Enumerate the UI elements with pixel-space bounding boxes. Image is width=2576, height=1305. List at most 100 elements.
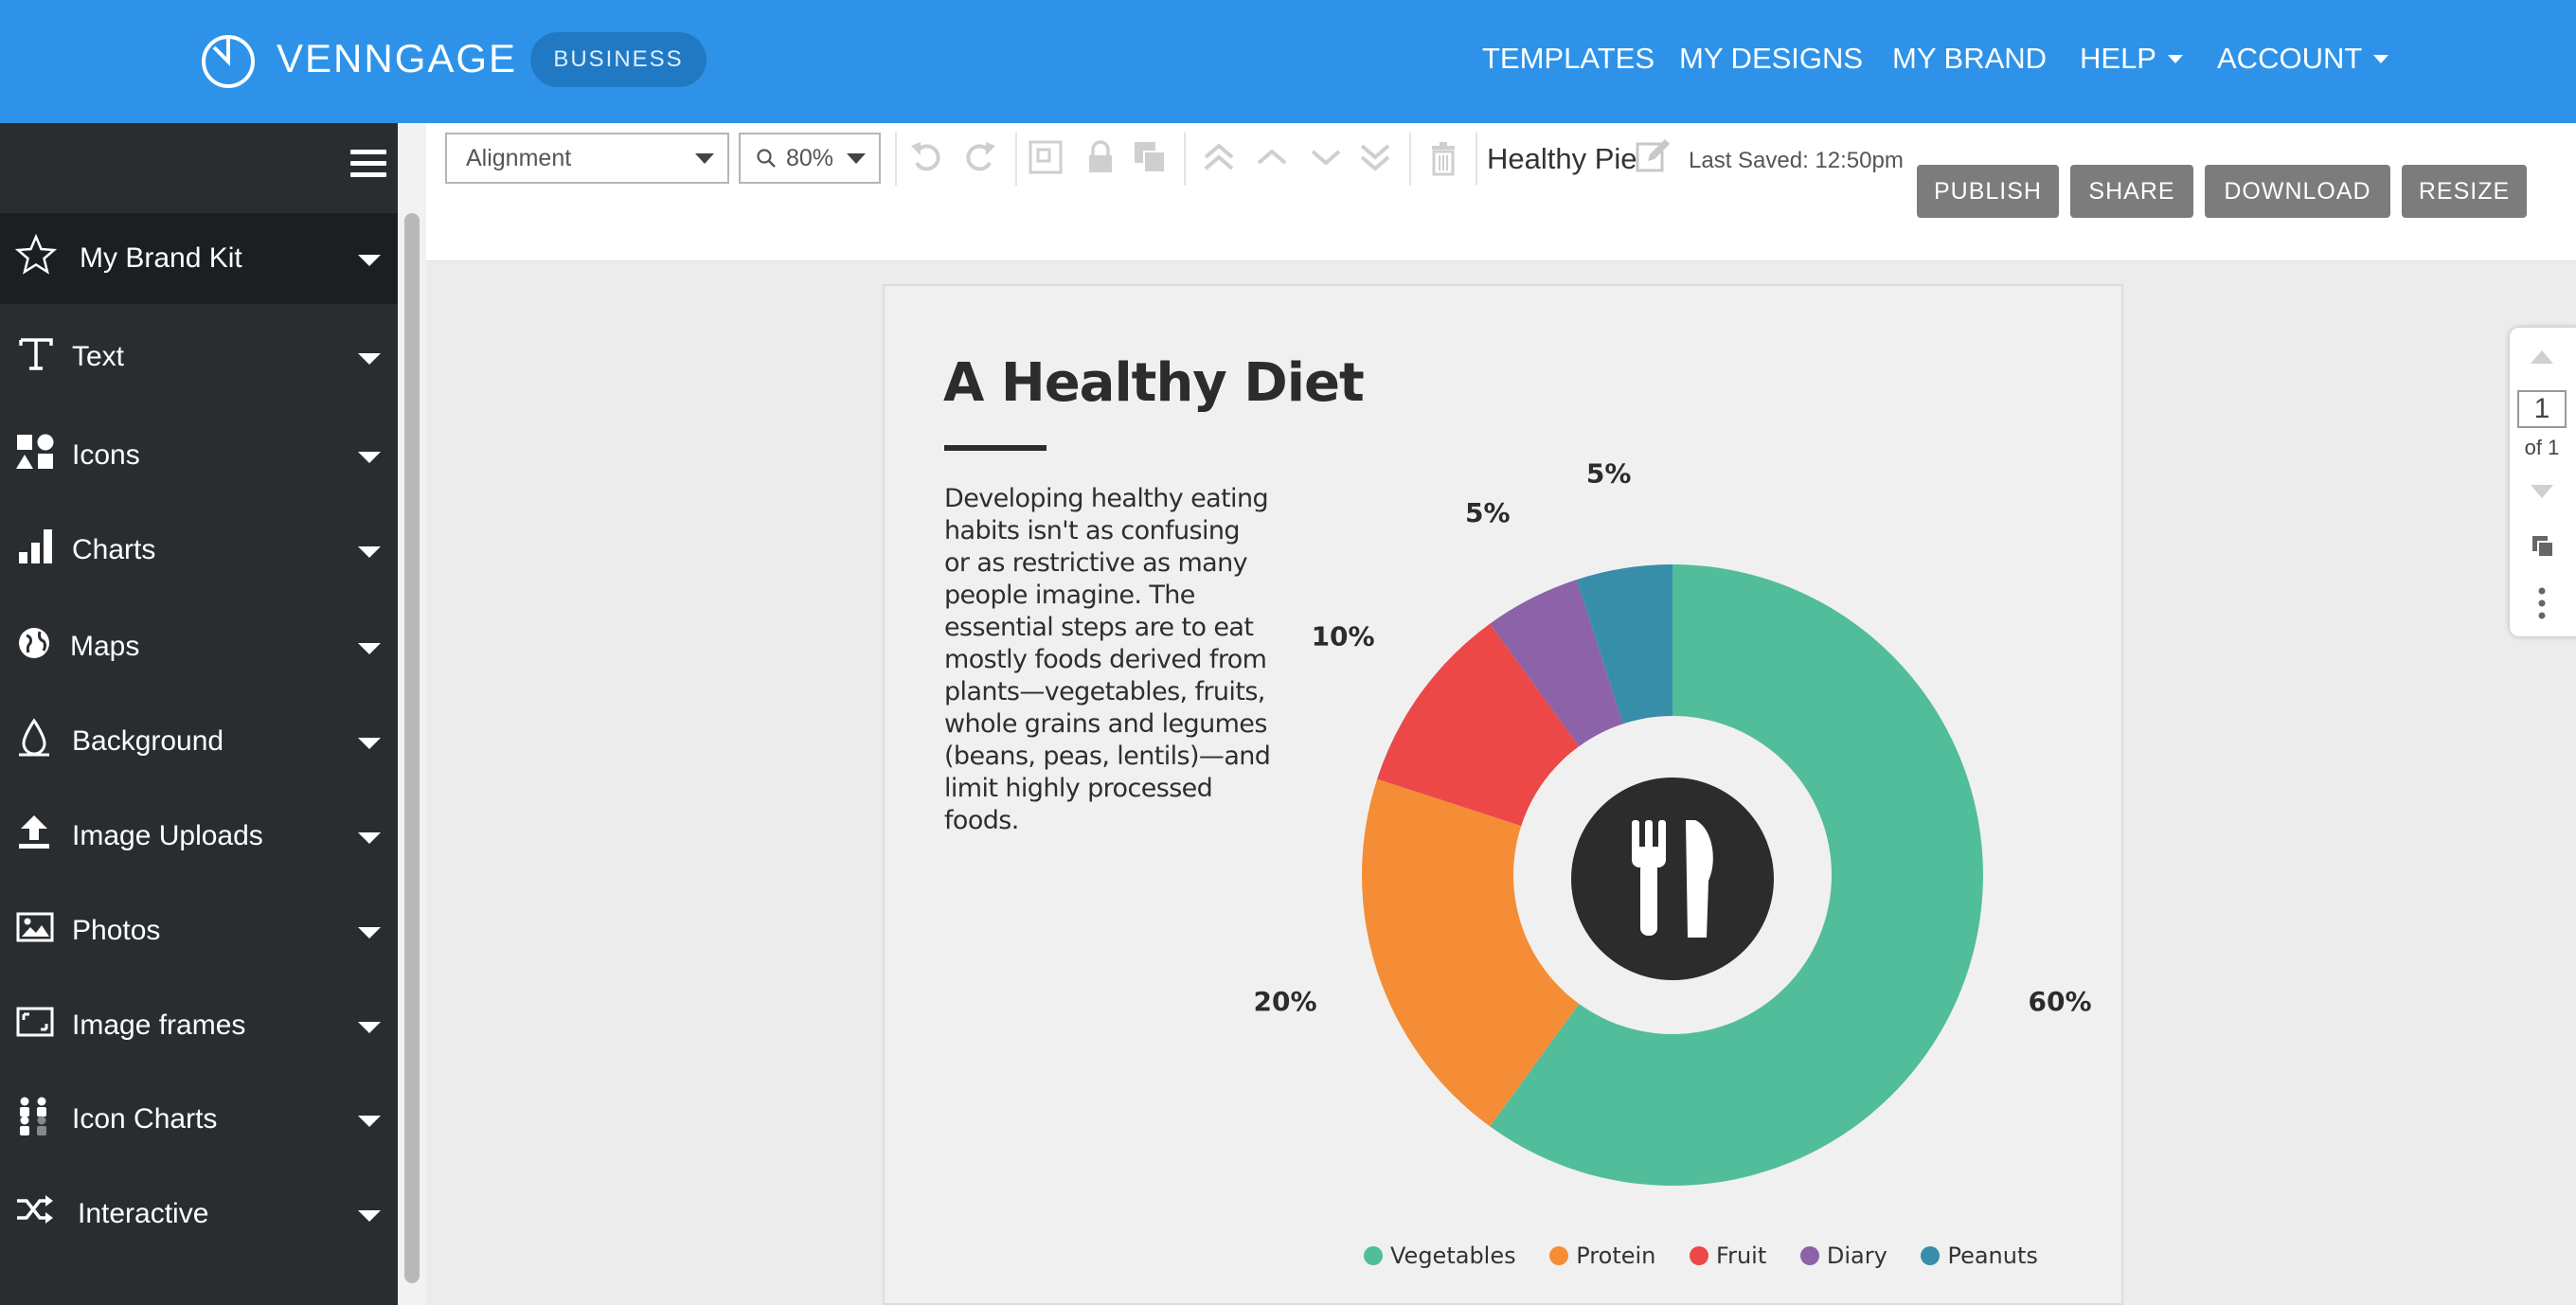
- legend-swatch: [1549, 1246, 1569, 1265]
- sidebar-item-text[interactable]: Text: [0, 312, 398, 402]
- drop-icon: [19, 718, 49, 757]
- text-icon: [19, 338, 53, 370]
- legend-item[interactable]: Fruit: [1690, 1242, 1766, 1269]
- design-body-text[interactable]: Developing healthy eating habits isn't a…: [944, 484, 1271, 835]
- nav-templates[interactable]: TEMPLATES: [1482, 42, 1655, 75]
- sidebar-item-label: Background: [72, 725, 224, 757]
- redo-icon[interactable]: [961, 138, 999, 176]
- legend-swatch: [1921, 1246, 1941, 1265]
- alignment-dropdown-label: Alignment: [466, 145, 572, 171]
- nav-my-brand[interactable]: MY BRAND: [1892, 42, 2048, 75]
- caret-down-icon: [358, 1210, 381, 1222]
- caret-down-icon: [695, 153, 714, 164]
- sidebar-item-image-uploads[interactable]: Image Uploads: [0, 791, 398, 882]
- sidebar-item-photos[interactable]: Photos: [0, 885, 398, 976]
- chart-legend: Vegetables Protein Fruit Diary Peanuts: [1364, 1242, 2065, 1277]
- legend-swatch: [1690, 1246, 1709, 1265]
- venngage-logo-icon[interactable]: [199, 32, 258, 91]
- page-down-icon[interactable]: [2529, 483, 2555, 500]
- nav-account[interactable]: ACCOUNT: [2217, 42, 2389, 76]
- edit-name-icon[interactable]: [1635, 136, 1673, 174]
- caret-down-icon: [358, 832, 381, 844]
- caret-down-icon: [358, 546, 381, 558]
- duplicate-page-icon[interactable]: [2531, 534, 2555, 559]
- duplicate-icon[interactable]: [1131, 138, 1169, 176]
- brand-name[interactable]: VENNGAGE: [277, 36, 518, 80]
- sidebar-item-label: Image frames: [72, 1010, 246, 1041]
- legend-item[interactable]: Diary: [1799, 1242, 1887, 1269]
- toolbar-divider: [1409, 133, 1411, 186]
- sidebar-item-maps[interactable]: Maps: [0, 601, 398, 692]
- sidebar-item-label: Icons: [72, 439, 140, 471]
- sidebar-item-icon-charts[interactable]: Icon Charts: [0, 1074, 398, 1165]
- page-number-input[interactable]: 1: [2517, 390, 2567, 428]
- legend-item[interactable]: Peanuts: [1921, 1242, 2038, 1269]
- top-navigation-bar: VENNGAGE BUSINESS TEMPLATES MY DESIGNS M…: [0, 0, 2576, 123]
- bring-to-front-icon[interactable]: [1200, 138, 1238, 176]
- sidebar-item-label: Maps: [70, 631, 140, 662]
- design-title[interactable]: A Healthy Diet: [943, 352, 1365, 414]
- nav-account-label: ACCOUNT: [2217, 42, 2363, 75]
- legend-swatch: [1799, 1246, 1819, 1265]
- caret-down-icon: [358, 452, 381, 463]
- sidebar-item-label: Icon Charts: [72, 1103, 218, 1135]
- sidebar-item-label: Charts: [72, 534, 156, 565]
- bring-forward-icon[interactable]: [1253, 138, 1291, 176]
- zoom-dropdown[interactable]: 80%: [739, 133, 881, 184]
- sidebar-item-charts[interactable]: Charts: [0, 505, 398, 596]
- chevron-down-icon: [2167, 55, 2183, 63]
- bar-chart-icon: [19, 529, 52, 563]
- sidebar: My Brand Kit Text Icons Charts Maps Back…: [0, 123, 398, 1305]
- page-navigator: 1 of 1: [2510, 328, 2576, 636]
- shuffle-icon: [17, 1195, 53, 1224]
- caret-down-icon: [358, 643, 381, 654]
- sidebar-item-label: Text: [72, 341, 125, 372]
- caret-down-icon: [358, 353, 381, 365]
- sidebar-scroll-thumb[interactable]: [404, 213, 420, 1283]
- zoom-value: 80%: [786, 145, 834, 171]
- publish-button[interactable]: PUBLISH: [1917, 165, 2059, 218]
- group-icon[interactable]: [1027, 138, 1064, 176]
- title-underline[interactable]: [944, 445, 1046, 451]
- upload-icon: [19, 815, 49, 849]
- resize-button[interactable]: RESIZE: [2402, 165, 2527, 218]
- document-name[interactable]: Healthy Pie: [1487, 142, 1637, 175]
- nav-my-designs[interactable]: MY DESIGNS: [1679, 42, 1864, 75]
- download-button[interactable]: DOWNLOAD: [2205, 165, 2390, 218]
- legend-item[interactable]: Vegetables: [1364, 1242, 1516, 1269]
- caret-down-icon: [358, 255, 381, 266]
- caret-down-icon: [847, 153, 866, 164]
- caret-down-icon: [358, 927, 381, 939]
- more-options-icon[interactable]: [2538, 587, 2546, 619]
- legend-item[interactable]: Protein: [1549, 1242, 1655, 1269]
- hamburger-menu-icon[interactable]: [350, 150, 386, 182]
- photo-icon: [16, 912, 54, 942]
- caret-down-icon: [358, 1116, 381, 1127]
- sidebar-item-my-brand-kit[interactable]: My Brand Kit: [0, 213, 398, 304]
- shapes-icon: [16, 434, 54, 469]
- send-backward-icon[interactable]: [1307, 138, 1345, 176]
- page-up-icon[interactable]: [2529, 349, 2555, 366]
- sidebar-item-label: Image Uploads: [72, 820, 263, 851]
- lock-icon[interactable]: [1082, 138, 1119, 176]
- share-button[interactable]: SHARE: [2070, 165, 2193, 218]
- send-to-back-icon[interactable]: [1356, 138, 1394, 176]
- alignment-dropdown[interactable]: Alignment: [445, 133, 729, 184]
- sidebar-item-icons[interactable]: Icons: [0, 410, 398, 501]
- sidebar-item-background[interactable]: Background: [0, 696, 398, 787]
- sidebar-item-interactive[interactable]: Interactive: [0, 1169, 398, 1260]
- legend-swatch: [1364, 1246, 1383, 1265]
- toolbar-divider: [1476, 133, 1477, 186]
- toolbar-divider: [895, 133, 897, 186]
- caret-down-icon: [358, 1022, 381, 1033]
- star-icon: [15, 234, 57, 275]
- globe-icon: [19, 628, 49, 658]
- sidebar-item-label: My Brand Kit: [80, 242, 242, 274]
- plan-badge[interactable]: BUSINESS: [530, 32, 707, 87]
- trash-icon[interactable]: [1424, 138, 1462, 176]
- nav-help[interactable]: HELP: [2080, 42, 2183, 76]
- sidebar-item-image-frames[interactable]: Image frames: [0, 980, 398, 1071]
- legend-label: Vegetables: [1390, 1242, 1516, 1269]
- undo-icon[interactable]: [907, 138, 945, 176]
- people-icon: [20, 1097, 46, 1135]
